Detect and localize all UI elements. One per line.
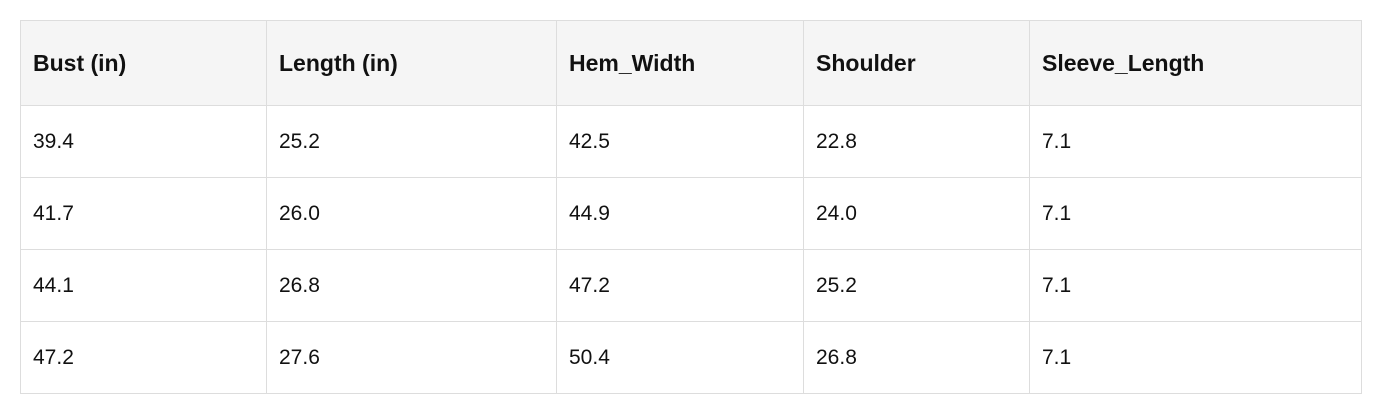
table-cell: 25.2 [266, 105, 557, 178]
table-row: 47.2 27.6 50.4 26.8 7.1 [20, 321, 1362, 394]
table-row: 44.1 26.8 47.2 25.2 7.1 [20, 249, 1362, 322]
table-cell: 50.4 [556, 321, 804, 394]
table-cell: 47.2 [556, 249, 804, 322]
table-cell: 27.6 [266, 321, 557, 394]
table-cell: 42.5 [556, 105, 804, 178]
table-row: 41.7 26.0 44.9 24.0 7.1 [20, 177, 1362, 250]
table-container: Bust (in) Length (in) Hem_Width Shoulder Sle… [20, 20, 1362, 394]
table-cell: 24.0 [803, 177, 1030, 250]
table-cell: 7.1 [1029, 105, 1362, 178]
table-body: 39.4 25.2 42.5 22.8 7.1 41.7 26.0 44.9 24.0 7.1 44… [20, 105, 1362, 394]
table-cell: 26.0 [266, 177, 557, 250]
header-cell: Bust (in) [20, 20, 267, 106]
header-cell: Sleeve_Length [1029, 20, 1362, 106]
table-cell: 47.2 [20, 321, 267, 394]
table-cell: 7.1 [1029, 249, 1362, 322]
table-cell: 26.8 [803, 321, 1030, 394]
table-cell: 26.8 [266, 249, 557, 322]
header-cell: Hem_Width [556, 20, 804, 106]
header-cell: Shoulder [803, 20, 1030, 106]
table-cell: 44.9 [556, 177, 804, 250]
header-cell: Length (in) [266, 20, 557, 106]
size-table: Bust (in) Length (in) Hem_Width Shoulder Sle… [20, 20, 1362, 394]
table-cell: 39.4 [20, 105, 267, 178]
table-row: 39.4 25.2 42.5 22.8 7.1 [20, 105, 1362, 178]
table-cell: 7.1 [1029, 321, 1362, 394]
table-cell: 44.1 [20, 249, 267, 322]
table-cell: 22.8 [803, 105, 1030, 178]
table-cell: 7.1 [1029, 177, 1362, 250]
table-cell: 41.7 [20, 177, 267, 250]
table-cell: 25.2 [803, 249, 1030, 322]
header-row: Bust (in) Length (in) Hem_Width Shoulder Sle… [20, 20, 1362, 106]
